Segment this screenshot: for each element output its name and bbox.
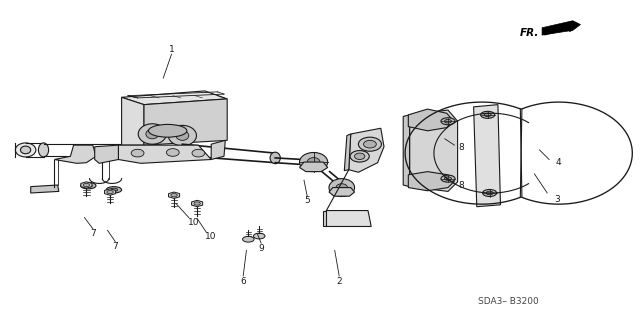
Text: SDA3– B3200: SDA3– B3200 [479,297,539,306]
Ellipse shape [420,173,440,184]
Ellipse shape [307,158,320,167]
Ellipse shape [441,118,455,125]
Ellipse shape [329,179,355,197]
Ellipse shape [364,140,376,148]
Text: 5: 5 [305,197,310,205]
Ellipse shape [270,152,280,164]
Text: FR.: FR. [520,28,539,39]
Text: 7: 7 [113,242,118,251]
Polygon shape [211,140,225,160]
Polygon shape [54,145,96,163]
Ellipse shape [176,131,189,140]
Polygon shape [349,128,384,172]
Ellipse shape [243,236,254,242]
Polygon shape [344,134,351,171]
Ellipse shape [110,188,118,191]
Ellipse shape [15,143,36,157]
Polygon shape [408,109,453,131]
Ellipse shape [481,111,495,118]
Ellipse shape [355,153,365,160]
Text: 10: 10 [205,232,217,241]
Ellipse shape [350,151,369,162]
Ellipse shape [484,113,492,117]
Ellipse shape [420,115,440,127]
Text: 8: 8 [458,181,463,190]
Ellipse shape [131,149,144,157]
Polygon shape [104,189,116,195]
Polygon shape [81,182,92,188]
Ellipse shape [83,183,90,187]
Ellipse shape [166,149,179,156]
Ellipse shape [20,146,31,154]
Ellipse shape [146,129,159,139]
Polygon shape [326,211,371,226]
Polygon shape [122,97,144,145]
Text: 7: 7 [90,229,95,238]
Polygon shape [31,185,59,193]
Ellipse shape [253,233,265,239]
Polygon shape [168,192,180,198]
Ellipse shape [300,152,328,172]
Text: 4: 4 [556,158,561,167]
Text: 10: 10 [188,218,199,227]
Ellipse shape [138,124,166,144]
Ellipse shape [194,202,200,205]
Ellipse shape [445,119,452,123]
Ellipse shape [107,190,113,194]
Polygon shape [300,162,328,172]
Text: 3: 3 [554,195,559,204]
Polygon shape [329,188,355,196]
Text: 8: 8 [458,143,463,152]
Ellipse shape [336,184,348,191]
Ellipse shape [441,175,455,182]
Polygon shape [403,115,410,187]
Polygon shape [144,99,227,145]
Polygon shape [95,145,118,163]
Ellipse shape [486,191,493,195]
Polygon shape [542,21,580,35]
Polygon shape [118,145,211,163]
Ellipse shape [483,189,497,197]
Polygon shape [410,110,458,191]
Ellipse shape [148,124,187,137]
Ellipse shape [81,182,96,189]
Ellipse shape [84,184,92,187]
Ellipse shape [106,187,122,193]
Ellipse shape [445,177,452,181]
Polygon shape [408,172,454,191]
Text: 1: 1 [169,45,174,54]
Ellipse shape [168,125,196,146]
Text: 6: 6 [241,277,246,286]
Text: 9: 9 [259,244,264,253]
Polygon shape [191,200,203,207]
Polygon shape [323,211,326,226]
Ellipse shape [171,194,177,197]
Ellipse shape [358,137,381,151]
Polygon shape [474,105,500,207]
Text: 2: 2 [337,277,342,286]
Polygon shape [122,91,227,105]
Ellipse shape [192,149,205,157]
Ellipse shape [38,143,49,157]
